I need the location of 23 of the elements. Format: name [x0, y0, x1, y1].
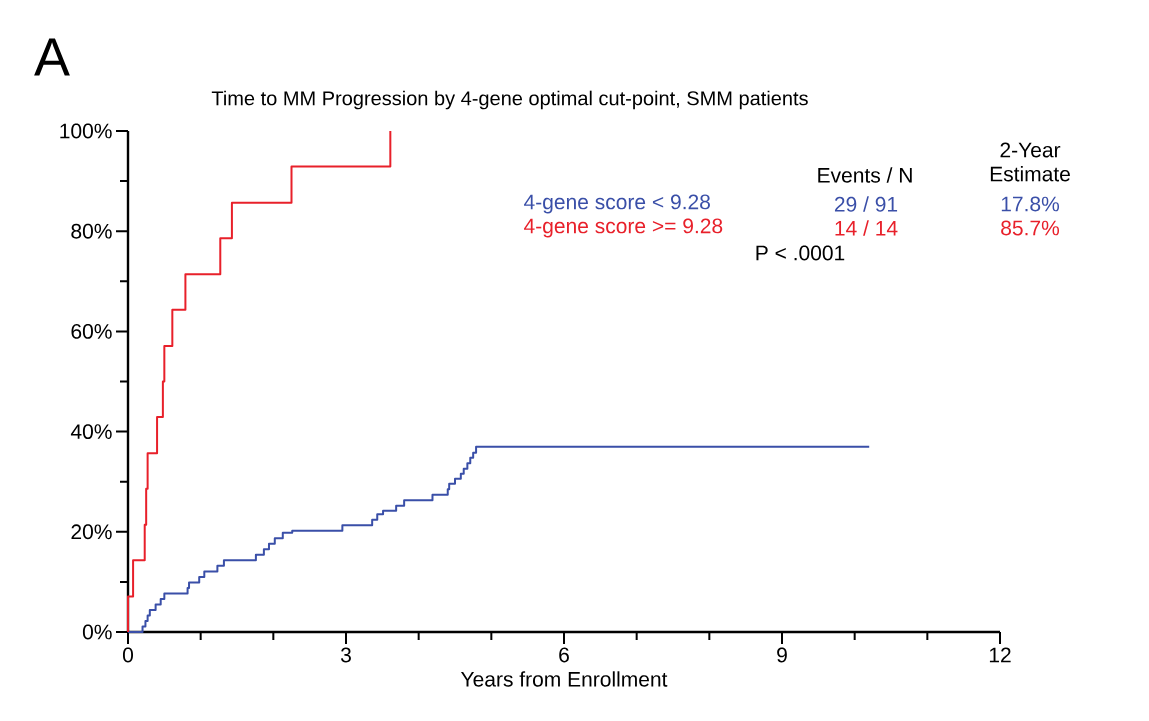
- annotation: Events / N: [818, 167, 912, 183]
- y-tick-label: 60%: [71, 323, 112, 339]
- annotation: P < .0001: [756, 245, 845, 261]
- y-tick-label: 20%: [71, 524, 112, 540]
- y-tick-label: 80%: [71, 223, 112, 239]
- annotation: 2-Year Estimate: [990, 142, 1070, 182]
- x-tick-label: 12: [989, 647, 1011, 663]
- x-tick-label: 9: [777, 647, 787, 663]
- chart-title: Time to MM Progression by 4-gene optimal cut-point, SMM patients: [211, 90, 808, 110]
- annotation: 14 / 14: [835, 220, 898, 236]
- annotation: 29 / 91: [834, 196, 898, 212]
- x-tick-label: 0: [122, 647, 134, 663]
- text: 17.8%: [1001, 196, 1060, 212]
- y-tick-label: 40%: [70, 424, 112, 440]
- text: 4-gene score < 9.28: [524, 194, 710, 214]
- x-tick-label: 3: [340, 647, 351, 663]
- y-tick-label: 100%: [60, 123, 112, 139]
- text: A: [34, 38, 70, 76]
- text: 85.7%: [1001, 220, 1060, 236]
- x-axis-title: Years from Enrollment: [460, 671, 668, 687]
- text: 4-gene score >= 9.28: [524, 218, 723, 238]
- x-tick-label: 6: [559, 647, 569, 663]
- y-tick-label: 0%: [82, 624, 112, 640]
